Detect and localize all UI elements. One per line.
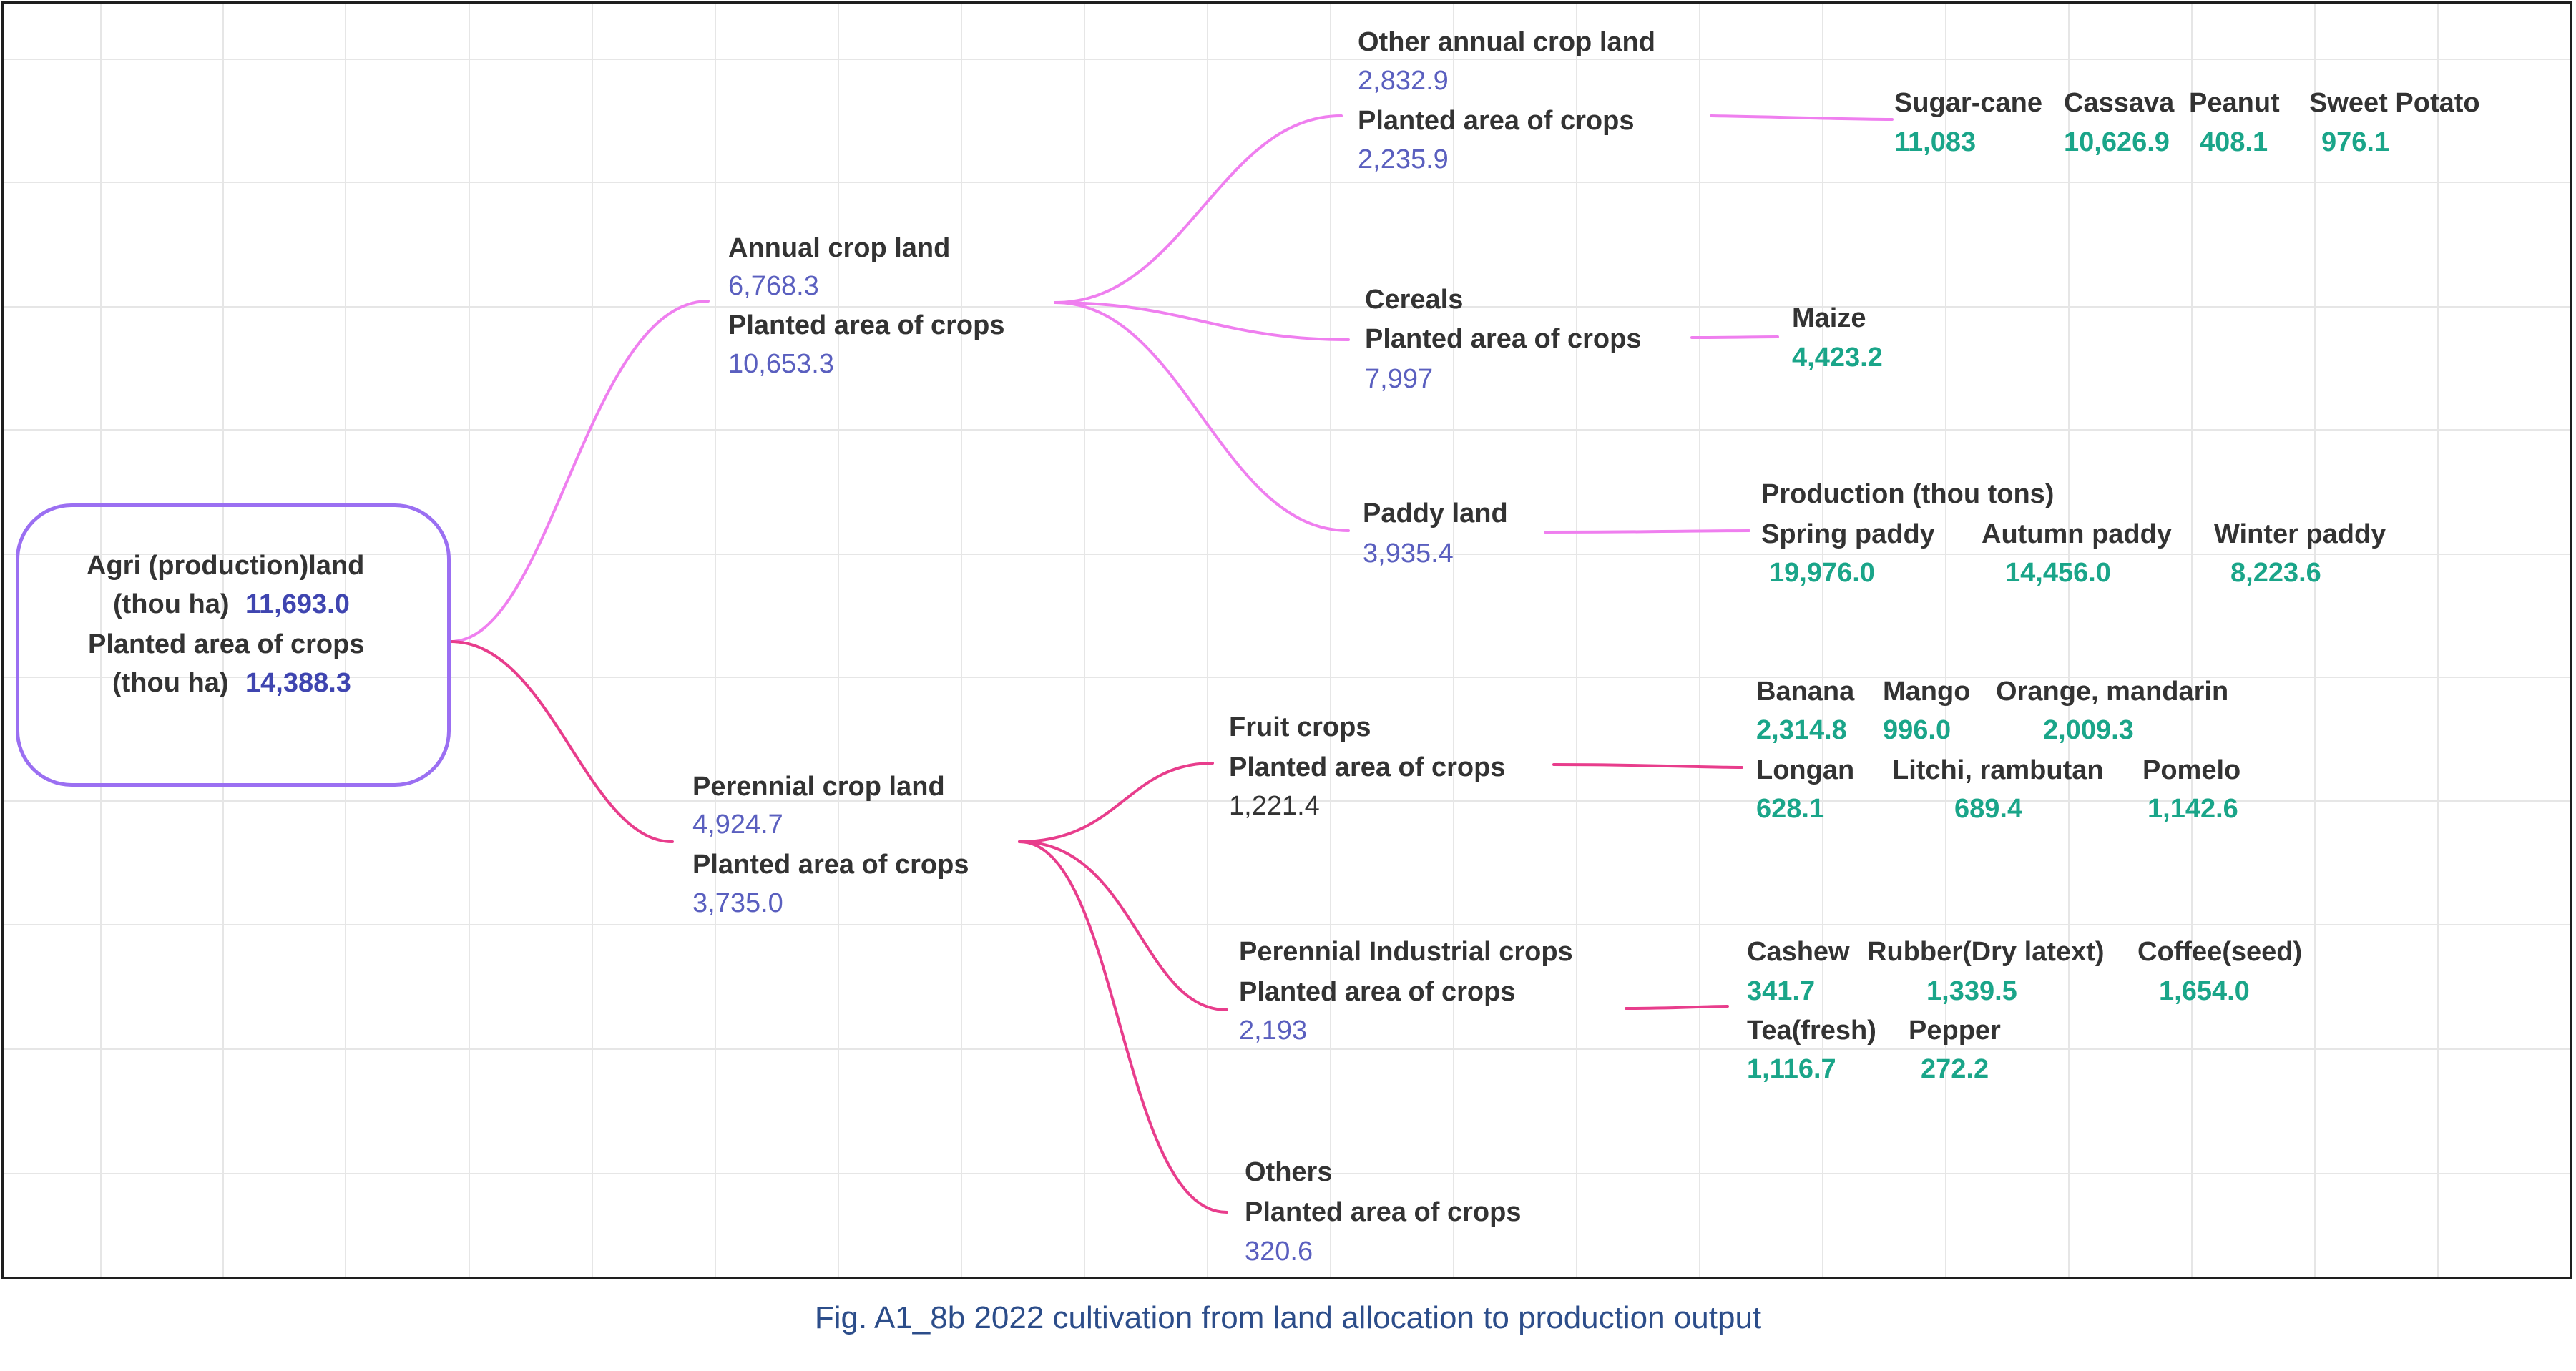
fruit-planted-label: Planted area of crops [1229,752,1506,782]
crop-name: Winter paddy [2214,519,2386,549]
annual-title[interactable]: Annual crop land [728,233,951,263]
crop-value: 2,314.8 [1756,715,1847,745]
paddy-title[interactable]: Paddy land [1363,498,1508,529]
other-annual-title[interactable]: Other annual crop land [1358,27,1655,57]
connector-industrial-crops [1625,1005,1729,1010]
root-planted-label: Planted area of crops [88,629,365,659]
root-land-value: 11,693.0 [245,589,350,619]
crop-name: Cassava [2064,88,2175,118]
cereals-title[interactable]: Cereals [1365,285,1464,315]
crop-value: 1,339.5 [1926,976,2017,1006]
industrial-planted-value: 2,193 [1239,1016,1308,1046]
paddy-land-value: 3,935.4 [1363,539,1454,569]
connector-annual-other [1054,114,1343,304]
crop-value: 2,009.3 [2043,715,2134,745]
crop-name: Mango [1883,677,1971,707]
root-land-unit: (thou ha) [113,589,230,619]
crop-value: 996.0 [1883,715,1951,745]
crop-name: Litchi, rambutan [1892,755,2104,785]
crop-value: 19,976.0 [1769,558,1875,588]
crop-name: Orange, mandarin [1996,677,2229,707]
crop-name: Tea(fresh) [1747,1016,1876,1046]
background-grid [4,4,2570,1277]
connector-annual-cereals [1054,301,1350,341]
crop-name: Rubber(Dry latext) [1867,937,2105,967]
mind-map-canvas: Agri (production)land (thou ha) 11,693.0… [1,1,2572,1279]
perennial-title[interactable]: Perennial crop land [692,772,945,802]
crop-name: Pomelo [2142,755,2241,785]
root-planted-unit: (thou ha) [112,668,229,698]
crop-value: 628.1 [1756,794,1825,824]
crop-value: 14,456.0 [2005,558,2111,588]
annual-planted-value: 10,653.3 [728,349,834,379]
crop-name: Peanut [2189,88,2280,118]
annual-land-value: 6,768.3 [728,271,819,301]
crop-value: 689.4 [1954,794,2023,824]
fruit-planted-value: 1,221.4 [1229,791,1320,821]
root-planted-value: 14,388.3 [245,668,351,698]
connector-root-annual [449,300,710,643]
paddy-production-label: Production (thou tons) [1761,479,2055,509]
connector-cereals-maize [1690,335,1779,339]
crop-name: Sugar-cane [1894,88,2042,118]
connector-perennial-industrial [1018,840,1228,1011]
crop-value: 10,626.9 [2064,127,2170,157]
crop-value: 4,423.2 [1792,343,1883,373]
other-annual-land-value: 2,832.9 [1358,66,1449,96]
crop-value: 8,223.6 [2230,558,2321,588]
perennial-planted-value: 3,735.0 [692,888,783,918]
industrial-planted-label: Planted area of crops [1239,977,1516,1007]
other-annual-planted-label: Planted area of crops [1358,106,1635,136]
connector-annual-paddy [1054,301,1350,532]
crop-name: Sweet Potato [2309,88,2480,118]
connector-perennial-others [1018,840,1228,1214]
connector-other-crops [1710,114,1894,121]
branch-connectors [449,114,1894,1214]
others-planted-label: Planted area of crops [1245,1197,1522,1227]
perennial-planted-label: Planted area of crops [692,850,969,880]
crop-value: 341.7 [1747,976,1816,1006]
crop-name: Coffee(seed) [2137,937,2303,967]
crop-value: 1,142.6 [2148,794,2238,824]
figure-caption: Fig. A1_8b 2022 cultivation from land al… [814,1300,1762,1335]
crop-name: Spring paddy [1761,519,1935,549]
crop-value: 272.2 [1921,1054,1989,1084]
cereals-planted-label: Planted area of crops [1365,324,1642,354]
crop-value: 408.1 [2200,127,2268,157]
crop-value: 1,654.0 [2159,976,2250,1006]
connector-root-perennial [449,640,674,843]
perennial-land-value: 4,924.7 [692,810,783,840]
crop-name: Longan [1756,755,1855,785]
annual-planted-label: Planted area of crops [728,310,1005,340]
industrial-title[interactable]: Perennial Industrial crops [1239,937,1573,967]
crop-value: 1,116.7 [1747,1054,1836,1084]
fruit-title[interactable]: Fruit crops [1229,712,1371,742]
connector-perennial-fruit [1018,762,1214,843]
crop-name: Cashew [1747,937,1850,967]
other-annual-planted-value: 2,235.9 [1358,144,1449,175]
crop-name: Autumn paddy [1982,519,2172,549]
cereals-planted-value: 7,997 [1365,364,1434,394]
connector-fruit-crops [1552,763,1743,769]
root-node[interactable] [16,503,451,787]
crop-name: Banana [1756,677,1855,707]
crop-value: 976.1 [2321,127,2390,157]
connector-paddy-production [1544,529,1750,534]
others-title[interactable]: Others [1245,1157,1333,1187]
root-land-label: Agri (production)land [87,551,365,581]
crop-value: 11,083 [1894,127,1977,157]
others-planted-value: 320.6 [1245,1237,1313,1267]
crop-name: Pepper [1909,1016,2001,1046]
crop-name: Maize [1792,303,1866,333]
